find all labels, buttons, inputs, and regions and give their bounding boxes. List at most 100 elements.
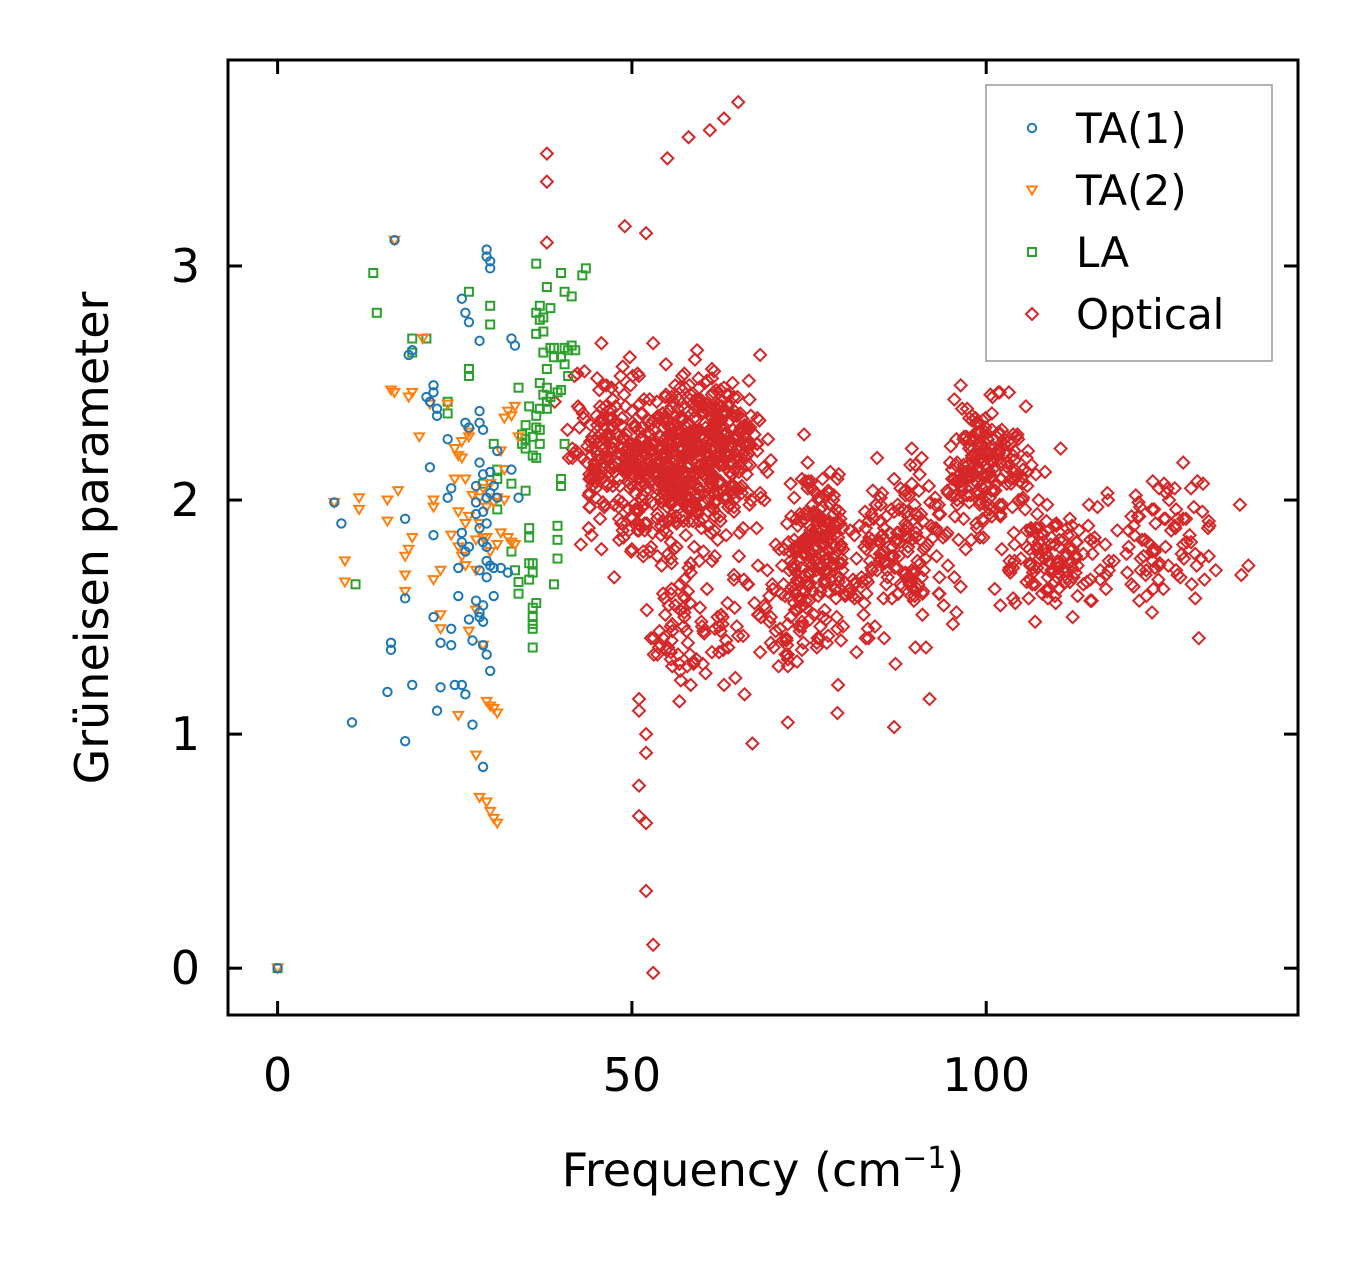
point-optical — [904, 441, 920, 456]
point-optical — [685, 513, 701, 529]
point-optical — [639, 516, 655, 531]
point-ta-2 — [451, 451, 465, 463]
point-ta-1 — [492, 445, 503, 457]
point-optical — [691, 553, 707, 569]
point-optical — [1039, 513, 1054, 529]
point-optical — [854, 574, 870, 590]
point-optical — [732, 480, 748, 496]
point-optical — [639, 602, 655, 618]
point-optical — [728, 452, 744, 468]
point-optical — [617, 218, 633, 234]
point-optical — [888, 534, 903, 550]
point-optical — [615, 359, 631, 375]
point-optical — [617, 462, 633, 478]
point-optical — [1029, 506, 1045, 522]
point-optical — [1201, 548, 1217, 564]
point-optical — [638, 726, 654, 742]
point-ta-1 — [272, 962, 283, 974]
point-optical — [679, 469, 695, 485]
point-optical — [741, 373, 757, 389]
point-optical — [665, 417, 681, 433]
point-ta-1 — [428, 529, 439, 541]
point-ta-1 — [470, 595, 482, 606]
point-optical — [722, 497, 738, 513]
point-optical — [787, 586, 803, 602]
point-optical — [631, 778, 647, 794]
point-optical — [813, 558, 829, 574]
point-optical — [759, 562, 775, 578]
point-optical — [1172, 569, 1188, 585]
point-optical — [890, 586, 906, 602]
point-ta-2 — [476, 483, 490, 495]
point-optical — [711, 619, 727, 634]
point-optical — [1158, 511, 1173, 527]
point-la — [527, 558, 538, 569]
point-optical — [805, 546, 821, 562]
point-ta-2 — [441, 399, 455, 411]
point-optical — [729, 619, 745, 634]
point-optical — [707, 548, 723, 564]
point-optical — [676, 588, 692, 604]
point-optical — [833, 633, 849, 648]
point-optical — [1018, 399, 1034, 414]
point-optical — [1144, 544, 1160, 559]
point-ta-1 — [456, 679, 468, 691]
point-optical — [880, 569, 896, 585]
point-optical — [961, 466, 977, 482]
point-optical — [1131, 509, 1147, 524]
point-optical — [787, 539, 803, 555]
point-optical — [1184, 576, 1200, 592]
legend: TA(1) TA(2) LA Optical — [985, 84, 1273, 362]
point-optical — [802, 553, 818, 569]
point-optical — [686, 539, 702, 555]
point-optical — [800, 579, 816, 595]
point-optical — [919, 537, 935, 552]
point-optical — [645, 937, 661, 953]
point-optical — [691, 370, 706, 386]
legend-label-la: LA — [1076, 228, 1129, 277]
x-tick-label: 50 — [603, 1048, 662, 1102]
point-optical — [928, 520, 944, 536]
point-optical — [681, 377, 697, 393]
point-optical — [704, 644, 720, 660]
point-optical — [653, 527, 669, 543]
point-la — [538, 312, 549, 323]
point-optical — [820, 525, 836, 541]
point-optical — [887, 560, 903, 576]
point-optical — [714, 399, 730, 414]
point-ta-1 — [435, 637, 446, 649]
point-optical — [698, 396, 714, 412]
point-optical — [912, 466, 928, 482]
point-optical — [675, 509, 691, 524]
point-optical — [954, 483, 970, 499]
point-optical — [640, 424, 656, 440]
point-la — [531, 258, 542, 269]
point-optical — [665, 511, 681, 527]
point-ta-2 — [497, 413, 511, 425]
point-optical — [946, 391, 962, 407]
point-optical — [691, 448, 706, 463]
point-optical — [657, 473, 672, 489]
point-optical — [1028, 520, 1044, 536]
point-optical — [1097, 537, 1113, 552]
point-optical — [699, 581, 715, 597]
point-optical — [1191, 630, 1207, 646]
point-optical — [861, 630, 876, 646]
point-optical — [913, 506, 929, 522]
point-la — [559, 438, 570, 449]
point-optical — [654, 558, 670, 574]
point-ta-1 — [453, 562, 464, 574]
point-optical — [644, 441, 660, 456]
point-ta-1 — [477, 761, 489, 773]
point-optical — [818, 562, 834, 578]
point-optical — [742, 497, 757, 513]
point-optical — [659, 150, 675, 166]
point-optical — [655, 630, 671, 646]
point-ta-1 — [424, 396, 436, 407]
point-optical — [994, 541, 1010, 557]
point-ta-1 — [474, 457, 485, 468]
point-optical — [573, 537, 589, 552]
point-optical — [1150, 572, 1166, 588]
point-optical — [1160, 558, 1176, 574]
point-optical — [682, 391, 698, 407]
